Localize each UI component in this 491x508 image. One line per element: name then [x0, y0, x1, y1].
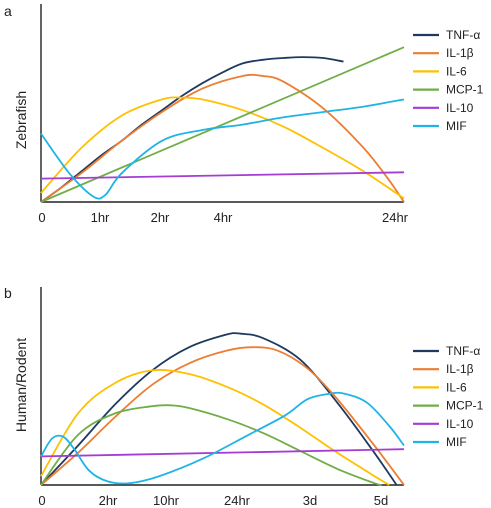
panel-a-legend-label: IL-1β	[446, 46, 474, 60]
panel-a-x-tick-label: 1hr	[91, 210, 110, 225]
panel-a-y-axis-label: Zebrafish	[13, 91, 29, 149]
panel-a-x-tick-label: 24hr	[382, 210, 409, 225]
panel-a-chart: a Zebrafish 0 1hr 2hr 4hr 24hr TNF-α IL-1β IL-…	[4, 3, 484, 225]
panel-b-y-axis-label: Human/Rodent	[13, 338, 29, 432]
panel-a-letter: a	[4, 3, 12, 19]
panel-a-legend-label: IL-10	[446, 101, 474, 115]
panel-a-series-line-2	[40, 96, 405, 200]
panel-a-legend-label: TNF-α	[446, 28, 480, 42]
panel-a-tick-labels: 0 1hr 2hr 4hr 24hr	[38, 210, 408, 225]
panel-a-series-line-5	[40, 98, 405, 200]
panel-b-legend: TNF-α IL-1β IL-6 MCP-1 IL-10 MIF	[413, 344, 484, 449]
panel-b-series-line-3	[40, 404, 383, 486]
panel-b-legend-label: IL-6	[446, 380, 467, 394]
panel-a-series-line-0	[40, 56, 344, 203]
panel-b-series-lines	[40, 332, 405, 486]
panel-b-series-line-1	[40, 346, 405, 486]
panel-a-legend-label: MIF	[446, 119, 467, 133]
panel-b-legend-label: IL-1β	[446, 362, 474, 376]
panel-b-x-tick-label: 3d	[303, 493, 317, 508]
panel-b-x-tick-label: 24hr	[224, 493, 251, 508]
panel-a-x-tick-label: 4hr	[214, 210, 233, 225]
panel-b-series-line-0	[40, 332, 398, 486]
panel-b-letter: b	[4, 285, 12, 301]
panel-b-legend-label: MCP-1	[446, 399, 484, 413]
panel-b-series-line-2	[40, 369, 390, 486]
panel-b-legend-label: IL-10	[446, 417, 474, 431]
panel-b-series-line-4	[40, 448, 405, 458]
panel-a-legend-label: IL-6	[446, 64, 467, 78]
panel-b-legend-label: MIF	[446, 435, 467, 449]
panel-b-tick-labels: 0 2hr 10hr 24hr 3d 5d	[38, 493, 388, 508]
panel-b-x-tick-label: 2hr	[99, 493, 118, 508]
panel-b-chart: b Human/Rodent 0 2hr 10hr 24hr 3d 5d TNF-α IL-…	[4, 285, 484, 508]
panel-b-series-line-5	[40, 391, 405, 485]
panel-a-legend: TNF-α IL-1β IL-6 MCP-1 IL-10 MIF	[413, 28, 484, 133]
panel-a-legend-label: MCP-1	[446, 83, 484, 97]
panel-a-series-line-3	[40, 46, 405, 203]
panel-b-x-tick-label: 0	[38, 493, 45, 508]
panel-b-legend-label: TNF-α	[446, 344, 480, 358]
panel-b-x-tick-label: 5d	[374, 493, 388, 508]
panel-a-series-line-1	[40, 73, 405, 203]
panel-a-series-lines	[40, 46, 405, 203]
panel-a-x-tick-label: 0	[38, 210, 45, 225]
panel-a-x-tick-label: 2hr	[151, 210, 170, 225]
panel-b-x-tick-label: 10hr	[153, 493, 180, 508]
panel-a-series-line-4	[40, 171, 405, 180]
